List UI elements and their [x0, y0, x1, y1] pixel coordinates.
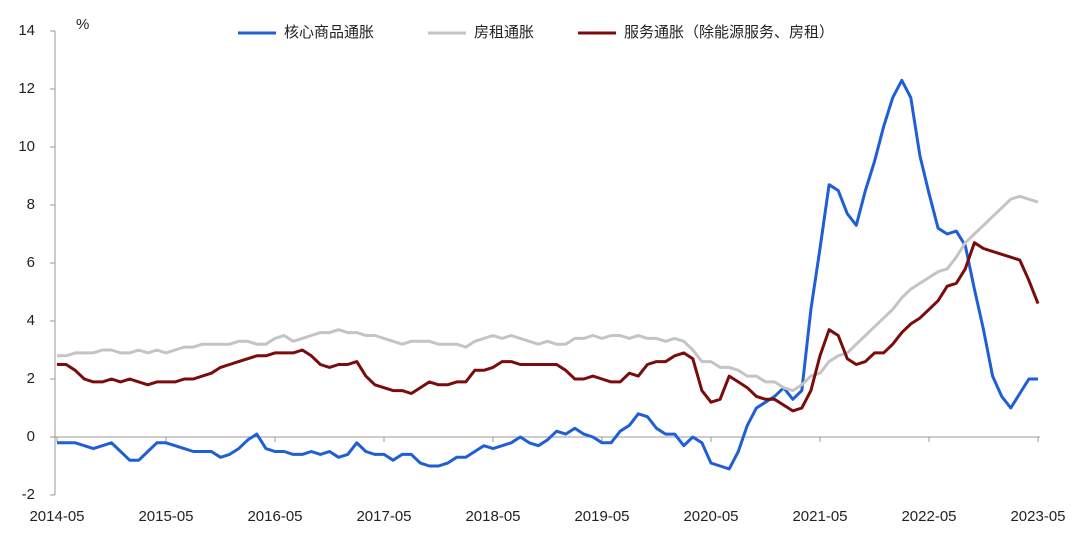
- x-tick-label: 2023-05: [1010, 508, 1065, 525]
- legend-label: 服务通胀（除能源服务、房租）: [624, 24, 834, 41]
- y-tick-label: 8: [27, 196, 35, 213]
- y-tick-label: 10: [18, 138, 35, 155]
- x-tick-label: 2021-05: [792, 508, 847, 525]
- y-tick-label: 0: [27, 428, 35, 445]
- y-tick-label: 14: [18, 22, 35, 39]
- series-line: [57, 194, 1039, 393]
- y-axis-label: %: [76, 16, 89, 33]
- x-tick-label: 2017-05: [356, 508, 411, 525]
- y-tick-label: 12: [18, 80, 35, 97]
- x-tick-label: 2019-05: [574, 508, 629, 525]
- series-line: [57, 78, 1038, 471]
- x-tick-label: 2022-05: [901, 508, 956, 525]
- x-tick-label: 2016-05: [247, 508, 302, 525]
- series-line: [57, 241, 1040, 413]
- x-tick-label: 2020-05: [683, 508, 738, 525]
- y-tick-label: 2: [27, 370, 35, 387]
- x-tick-label: 2018-05: [465, 508, 520, 525]
- y-tick-label: 4: [27, 312, 35, 329]
- legend-label: 核心商品通胀: [284, 24, 374, 41]
- x-tick-label: 2014-05: [29, 508, 84, 525]
- legend-label: 房租通胀: [474, 24, 534, 41]
- y-tick-label: -2: [22, 486, 35, 503]
- y-tick-label: 6: [27, 254, 35, 271]
- x-tick-label: 2015-05: [138, 508, 193, 525]
